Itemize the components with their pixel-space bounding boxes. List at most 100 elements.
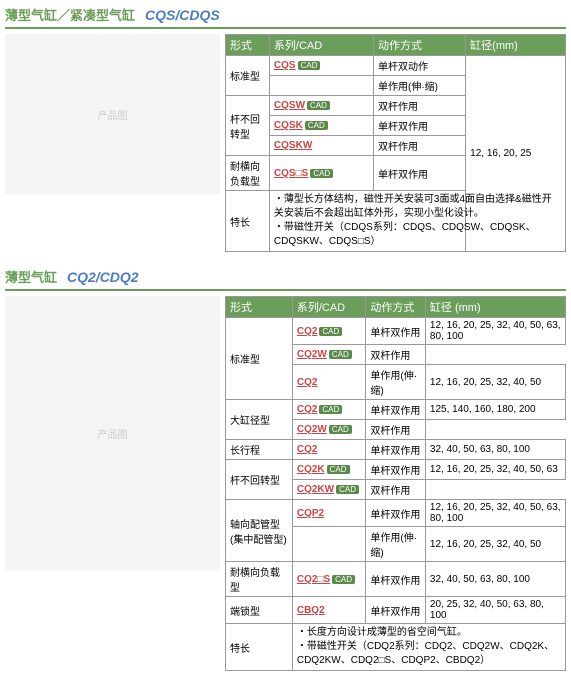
series-link[interactable]: CQ2 <box>297 404 318 415</box>
bore-cell: 20, 25, 32, 40, 50, 63, 80, 100 <box>425 597 565 624</box>
action-cell: 双杆作用 <box>374 136 466 156</box>
spec-table-2: 形式系列/CAD动作方式缸径 (mm) 标准型CQ2CAD单杆双作用12, 16… <box>225 296 566 671</box>
col-header: 形式 <box>226 297 293 318</box>
bore-cell: 12, 16, 20, 25, 32, 40, 50, 63, 80, 100 <box>425 318 565 345</box>
form-cell: 杆不回转型 <box>226 460 293 500</box>
series-cell: CQ2KCAD <box>292 460 366 480</box>
cad-badge[interactable]: CAD <box>305 121 328 130</box>
action-cell: 单杆双作用 <box>374 116 466 136</box>
col-header: 系列/CAD <box>269 35 373 56</box>
table-row: 耐横向负载型CQ2□SCAD单杆双作用32, 40, 50, 63, 80, 1… <box>226 562 566 597</box>
product-image-1: 产品图 <box>5 34 220 194</box>
series-cell <box>292 527 366 562</box>
cad-badge[interactable]: CAD <box>319 327 342 336</box>
cad-badge[interactable]: CAD <box>307 101 330 110</box>
cad-badge[interactable]: CAD <box>332 575 355 584</box>
feature-row: 特长・薄型长方体结构，磁性开关安装可3面或4面自由选择&磁性开关安装后不会超出缸… <box>226 191 566 252</box>
title-cn-1: 薄型气缸／紧凑型气缸 <box>5 5 135 24</box>
action-cell: 单杆双作用 <box>366 500 426 527</box>
action-cell: 单杆双作用 <box>366 400 426 420</box>
col-header: 缸径(mm) <box>466 35 566 56</box>
series-link[interactable]: CQP2 <box>297 508 324 519</box>
series-link[interactable]: CQS <box>274 60 296 71</box>
series-link[interactable]: CQSKW <box>274 140 312 151</box>
cad-badge[interactable]: CAD <box>310 169 333 178</box>
series-cell: CQSKW <box>269 136 373 156</box>
series-link[interactable]: CQ2W <box>297 349 327 360</box>
spec-table-1: 形式系列/CAD动作方式缸径(mm) 标准型CQSCAD单杆双动作12, 16,… <box>225 34 566 252</box>
table-row: 轴向配管型(集中配管型)CQP2单杆双作用12, 16, 20, 25, 32,… <box>226 500 566 527</box>
series-link[interactable]: CQ2W <box>297 424 327 435</box>
bore-cell: 125, 140, 160, 180, 200 <box>425 400 565 420</box>
series-link[interactable]: CQ2□S <box>297 574 330 585</box>
series-cell: CQ2CAD <box>292 400 366 420</box>
product-image-2: 产品图 <box>5 296 220 571</box>
table-row: 标准型CQSCAD单杆双动作12, 16, 20, 25 <box>226 56 566 76</box>
section-cq2: 薄型气缸 CQ2/CDQ2 产品图 形式系列/CAD动作方式缸径 (mm) 标准… <box>5 267 566 671</box>
cad-badge[interactable]: CAD <box>319 405 342 414</box>
series-cell: CQSKCAD <box>269 116 373 136</box>
series-link[interactable]: CQ2 <box>297 377 318 388</box>
series-link[interactable]: CQSW <box>274 100 305 111</box>
bore-cell: 32, 40, 50, 63, 80, 100 <box>425 562 565 597</box>
series-link[interactable]: CQ2KW <box>297 484 334 495</box>
form-cell: 大缸径型 <box>226 400 293 440</box>
form-cell: 杆不回转型 <box>226 96 270 156</box>
form-cell: 标准型 <box>226 56 270 96</box>
action-cell: 双杆作用 <box>366 480 426 500</box>
series-cell: CQ2□SCAD <box>292 562 366 597</box>
series-cell: CQSCAD <box>269 56 373 76</box>
col-header: 缸径 (mm) <box>425 297 565 318</box>
series-link[interactable]: CBQ2 <box>297 605 325 616</box>
series-link[interactable]: CQSK <box>274 120 303 131</box>
form-cell: 标准型 <box>226 318 293 400</box>
form-cell: 端锁型 <box>226 597 293 624</box>
table-row: 杆不回转型CQ2KCAD单杆双作用12, 16, 20, 25, 32, 40,… <box>226 460 566 480</box>
table-row: 大缸径型CQ2CAD单杆双作用125, 140, 160, 180, 200 <box>226 400 566 420</box>
series-cell: CQ2 <box>292 440 366 460</box>
series-cell: CQ2WCAD <box>292 420 366 440</box>
cad-badge[interactable]: CAD <box>329 350 352 359</box>
series-cell: CQSWCAD <box>269 96 373 116</box>
col-header: 形式 <box>226 35 270 56</box>
action-cell: 单杆双作用 <box>366 440 426 460</box>
cad-badge[interactable]: CAD <box>298 61 321 70</box>
bore-cell: 12, 16, 20, 25, 32, 40, 50 <box>425 365 565 400</box>
series-cell: CQ2KWCAD <box>292 480 366 500</box>
cad-badge[interactable]: CAD <box>327 465 350 474</box>
series-link[interactable]: CQ2K <box>297 464 325 475</box>
form-cell: 长行程 <box>226 440 293 460</box>
cad-badge[interactable]: CAD <box>336 485 359 494</box>
bore-cell: 12, 16, 20, 25, 32, 40, 50 <box>425 527 565 562</box>
form-cell: 轴向配管型(集中配管型) <box>226 500 293 562</box>
table-row: 端锁型 CBQ2 单杆双作用20, 25, 32, 40, 50, 63, 80, … <box>226 597 566 624</box>
action-cell: 单作用(伸·缩) <box>366 527 426 562</box>
action-cell: 单杆双作用 <box>366 318 426 345</box>
action-cell: 单杆双作用 <box>366 562 426 597</box>
series-cell <box>269 76 373 96</box>
feature-row: 特长・长度方向设计成薄型的省空间气缸。 ・带磁性开关（CDQ2系列：CDQ2、C… <box>226 624 566 671</box>
series-link[interactable]: CQ2 <box>297 444 318 455</box>
series-cell: CBQ2 <box>292 597 366 624</box>
title-en-1: CQS/CDQS <box>145 7 220 23</box>
action-cell: 单杆双作用 <box>366 460 426 480</box>
action-cell: 单杆双作用 <box>366 597 426 624</box>
col-header: 系列/CAD <box>292 297 366 318</box>
feature-label: 特长 <box>226 624 293 671</box>
action-cell: 双杆作用 <box>366 420 426 440</box>
action-cell: 单作用(伸·缩) <box>374 76 466 96</box>
form-cell: 耐横向负载型 <box>226 156 270 191</box>
feature-label: 特长 <box>226 191 270 252</box>
table-row: 长行程CQ2单杆双作用32, 40, 50, 63, 80, 100 <box>226 440 566 460</box>
cad-badge[interactable]: CAD <box>329 425 352 434</box>
series-link[interactable]: CQS□S <box>274 168 308 179</box>
bore-cell: 12, 16, 20, 25, 32, 40, 50, 63, 80, 100 <box>425 500 565 527</box>
header-cq2: 薄型气缸 CQ2/CDQ2 <box>5 267 566 291</box>
action-cell: 双杆作用 <box>374 96 466 116</box>
col-header: 动作方式 <box>374 35 466 56</box>
series-cell: CQ2CAD <box>292 318 366 345</box>
series-link[interactable]: CQ2 <box>297 326 318 337</box>
title-en-2: CQ2/CDQ2 <box>67 269 139 285</box>
table-row: 标准型CQ2CAD单杆双作用12, 16, 20, 25, 32, 40, 50… <box>226 318 566 345</box>
series-cell: CQ2 <box>292 365 366 400</box>
